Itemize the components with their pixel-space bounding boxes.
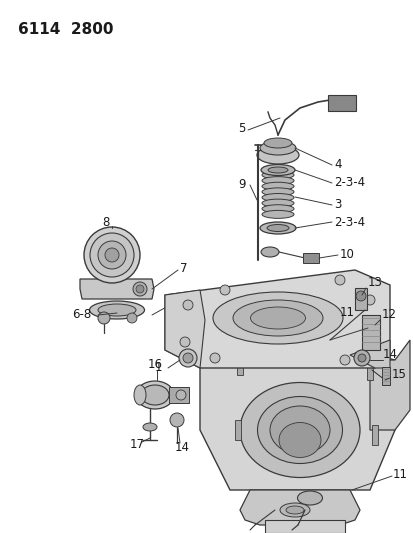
Ellipse shape <box>278 423 320 457</box>
Ellipse shape <box>250 307 305 329</box>
Circle shape <box>355 291 365 301</box>
Ellipse shape <box>261 182 293 190</box>
Ellipse shape <box>260 165 294 175</box>
Circle shape <box>127 313 137 323</box>
Polygon shape <box>80 279 154 299</box>
Circle shape <box>334 275 344 285</box>
Ellipse shape <box>89 301 144 319</box>
Bar <box>354 288 366 310</box>
Ellipse shape <box>257 397 342 464</box>
Ellipse shape <box>134 385 146 405</box>
Circle shape <box>98 241 126 269</box>
Circle shape <box>98 312 110 324</box>
Bar <box>371 425 377 445</box>
Text: 6114  2800: 6114 2800 <box>18 22 113 37</box>
Circle shape <box>170 413 183 427</box>
Circle shape <box>364 340 374 350</box>
Ellipse shape <box>212 292 342 344</box>
Circle shape <box>183 353 192 363</box>
Polygon shape <box>165 270 389 368</box>
Polygon shape <box>240 490 359 525</box>
Ellipse shape <box>261 193 293 201</box>
Ellipse shape <box>259 141 295 155</box>
Circle shape <box>353 350 369 366</box>
Text: 2-3-4: 2-3-4 <box>333 176 364 190</box>
Ellipse shape <box>261 176 293 184</box>
Text: 14: 14 <box>382 349 397 361</box>
Text: 11: 11 <box>392 469 407 481</box>
Ellipse shape <box>297 491 322 505</box>
Ellipse shape <box>261 188 293 196</box>
Polygon shape <box>349 340 389 368</box>
Ellipse shape <box>285 506 303 514</box>
Ellipse shape <box>266 224 288 231</box>
Circle shape <box>339 355 349 365</box>
Circle shape <box>90 233 134 277</box>
Ellipse shape <box>261 205 293 213</box>
Ellipse shape <box>267 167 287 173</box>
Bar <box>381 367 389 385</box>
Polygon shape <box>264 520 344 533</box>
Text: 14: 14 <box>175 441 190 455</box>
Ellipse shape <box>233 300 322 336</box>
Circle shape <box>84 227 140 283</box>
Bar <box>169 387 189 403</box>
Ellipse shape <box>142 423 157 431</box>
Circle shape <box>209 353 219 363</box>
Ellipse shape <box>141 385 169 405</box>
Bar <box>361 315 379 350</box>
Text: 5: 5 <box>237 122 245 134</box>
Bar <box>236 355 242 375</box>
Ellipse shape <box>260 247 278 257</box>
Text: 15: 15 <box>391 368 406 382</box>
Ellipse shape <box>261 211 293 219</box>
Circle shape <box>105 248 119 262</box>
Circle shape <box>178 349 197 367</box>
Bar <box>235 420 240 440</box>
Ellipse shape <box>136 381 173 409</box>
Text: 4: 4 <box>333 158 341 172</box>
Circle shape <box>272 323 286 337</box>
Ellipse shape <box>98 304 136 316</box>
Ellipse shape <box>279 503 309 517</box>
Ellipse shape <box>263 138 291 148</box>
Text: 2-3-4: 2-3-4 <box>333 215 364 229</box>
Polygon shape <box>165 290 204 368</box>
Circle shape <box>237 333 252 347</box>
Circle shape <box>364 295 374 305</box>
Text: 7: 7 <box>180 262 187 274</box>
Text: 11: 11 <box>339 305 354 319</box>
Bar <box>302 253 318 263</box>
Circle shape <box>357 331 371 345</box>
Text: 6-8: 6-8 <box>72 309 91 321</box>
Text: 8: 8 <box>102 215 109 229</box>
Circle shape <box>133 282 147 296</box>
Text: 13: 13 <box>367 276 382 288</box>
Circle shape <box>183 300 192 310</box>
Ellipse shape <box>261 171 293 179</box>
Text: 10: 10 <box>339 248 354 262</box>
Ellipse shape <box>259 222 295 234</box>
Circle shape <box>180 337 190 347</box>
Text: 1: 1 <box>154 361 162 375</box>
Ellipse shape <box>240 383 359 478</box>
Text: 17: 17 <box>130 439 145 451</box>
Circle shape <box>322 321 336 335</box>
Circle shape <box>176 390 185 400</box>
Circle shape <box>219 285 230 295</box>
Circle shape <box>136 285 144 293</box>
Text: 16: 16 <box>147 359 163 372</box>
Ellipse shape <box>256 146 298 164</box>
Ellipse shape <box>269 406 329 454</box>
Bar <box>327 95 355 111</box>
Circle shape <box>357 354 365 362</box>
Text: 3: 3 <box>333 198 341 212</box>
Text: 12: 12 <box>381 309 396 321</box>
Ellipse shape <box>261 199 293 207</box>
Text: 9: 9 <box>237 179 245 191</box>
Polygon shape <box>199 330 394 490</box>
Bar <box>366 360 372 380</box>
Polygon shape <box>369 340 409 430</box>
